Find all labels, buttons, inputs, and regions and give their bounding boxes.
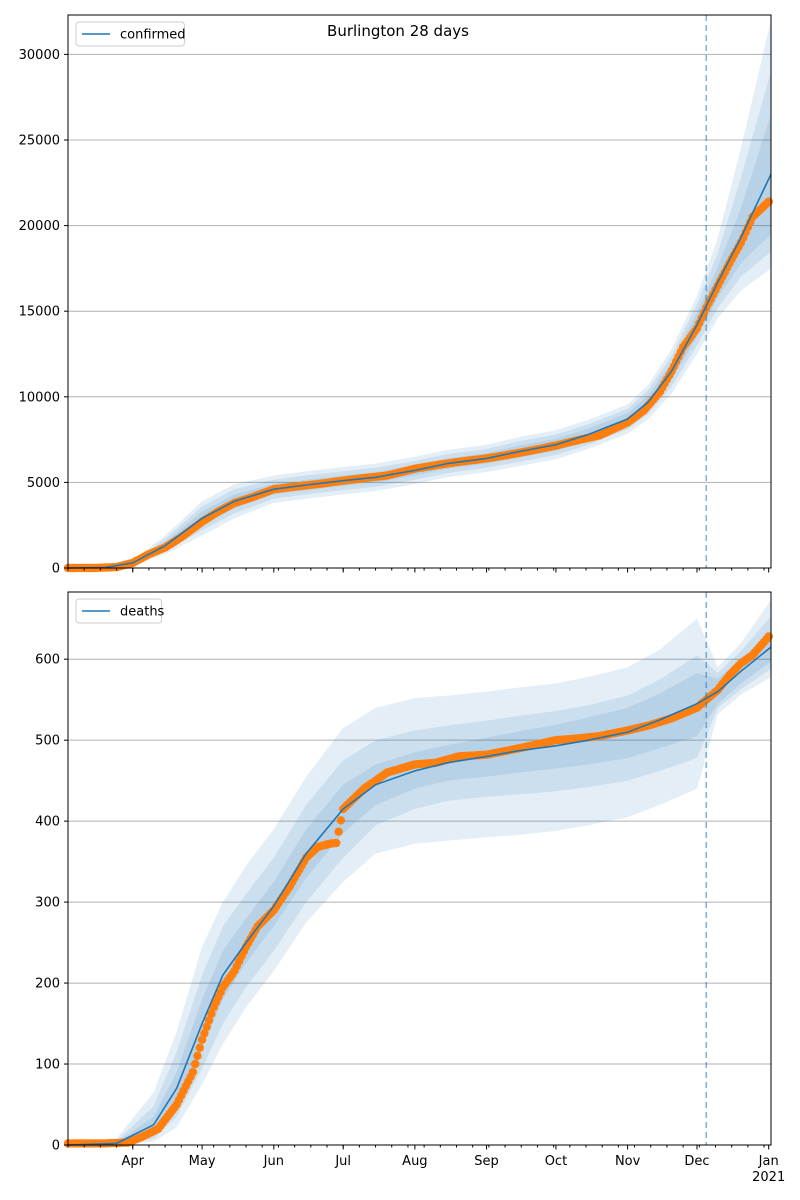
observed-point	[195, 1043, 204, 1053]
x-tick-label: Oct	[545, 1154, 567, 1169]
axes-frame	[67, 591, 772, 1146]
model-line	[67, 646, 772, 1146]
x-tick-label: Jan	[758, 1154, 779, 1169]
x-tick-label: Aug	[402, 1154, 427, 1169]
axes-frame	[67, 14, 772, 569]
y-tick-label: 500	[35, 734, 60, 749]
y-tick-label: 20000	[19, 219, 60, 234]
legend: confirmed	[75, 21, 186, 47]
legend: deaths	[75, 598, 165, 624]
observed-point	[202, 1022, 211, 1031]
observed-point	[193, 1051, 202, 1061]
x-tick-label: Jun	[263, 1154, 284, 1169]
legend-box	[75, 21, 185, 47]
observed-point	[207, 1009, 216, 1018]
x-tick-label: May	[189, 1154, 216, 1169]
y-tick-label: 0	[52, 1139, 60, 1154]
observed-point	[764, 632, 773, 641]
y-tick-label: 25000	[19, 133, 60, 148]
observed-point	[200, 1029, 209, 1038]
y-tick-label: 100	[35, 1058, 60, 1073]
observed-point	[188, 1067, 198, 1077]
legend-box	[75, 598, 163, 624]
y-tick-label: 300	[35, 896, 60, 911]
observed-point	[197, 1035, 207, 1044]
y-tick-label: 600	[35, 653, 60, 668]
x-tick-label: Nov	[615, 1154, 641, 1169]
observed-point	[191, 1059, 200, 1069]
observed-point	[332, 838, 341, 848]
confirmed-panel: 0 5000 10000 15000 20000 25000 30000 confirmed	[19, 14, 773, 577]
x-year-label: 2021	[752, 1170, 785, 1185]
y-tick-label: 30000	[19, 48, 60, 63]
y-tick-label: 0	[52, 562, 60, 577]
observed-point	[204, 1016, 214, 1025]
model-line	[67, 173, 772, 569]
y-tick-label: 400	[35, 815, 60, 830]
figure-title: Burlington 28 days	[327, 22, 469, 40]
observed-point	[334, 827, 343, 836]
x-tick-label: Apr	[122, 1154, 145, 1169]
y-tick-label: 15000	[19, 305, 60, 320]
confidence-band-1	[68, 631, 771, 1145]
y-tick-label: 5000	[27, 476, 60, 491]
legend-label: confirmed	[120, 28, 186, 43]
x-tick-label: Jul	[334, 1154, 351, 1169]
observed-point	[764, 197, 773, 206]
y-tick-label: 10000	[19, 390, 60, 405]
x-tick-label: Sep	[474, 1154, 499, 1169]
observed-point	[336, 816, 346, 825]
confidence-band-2	[68, 616, 771, 1145]
y-tick-label: 200	[35, 977, 60, 992]
deaths-panel: 0 100 200 300 400 500 600 Apr May Jun Jul Aug Sep Oct…	[35, 591, 785, 1185]
legend-label: deaths	[120, 605, 165, 620]
x-tick-label: Dec	[684, 1154, 709, 1169]
